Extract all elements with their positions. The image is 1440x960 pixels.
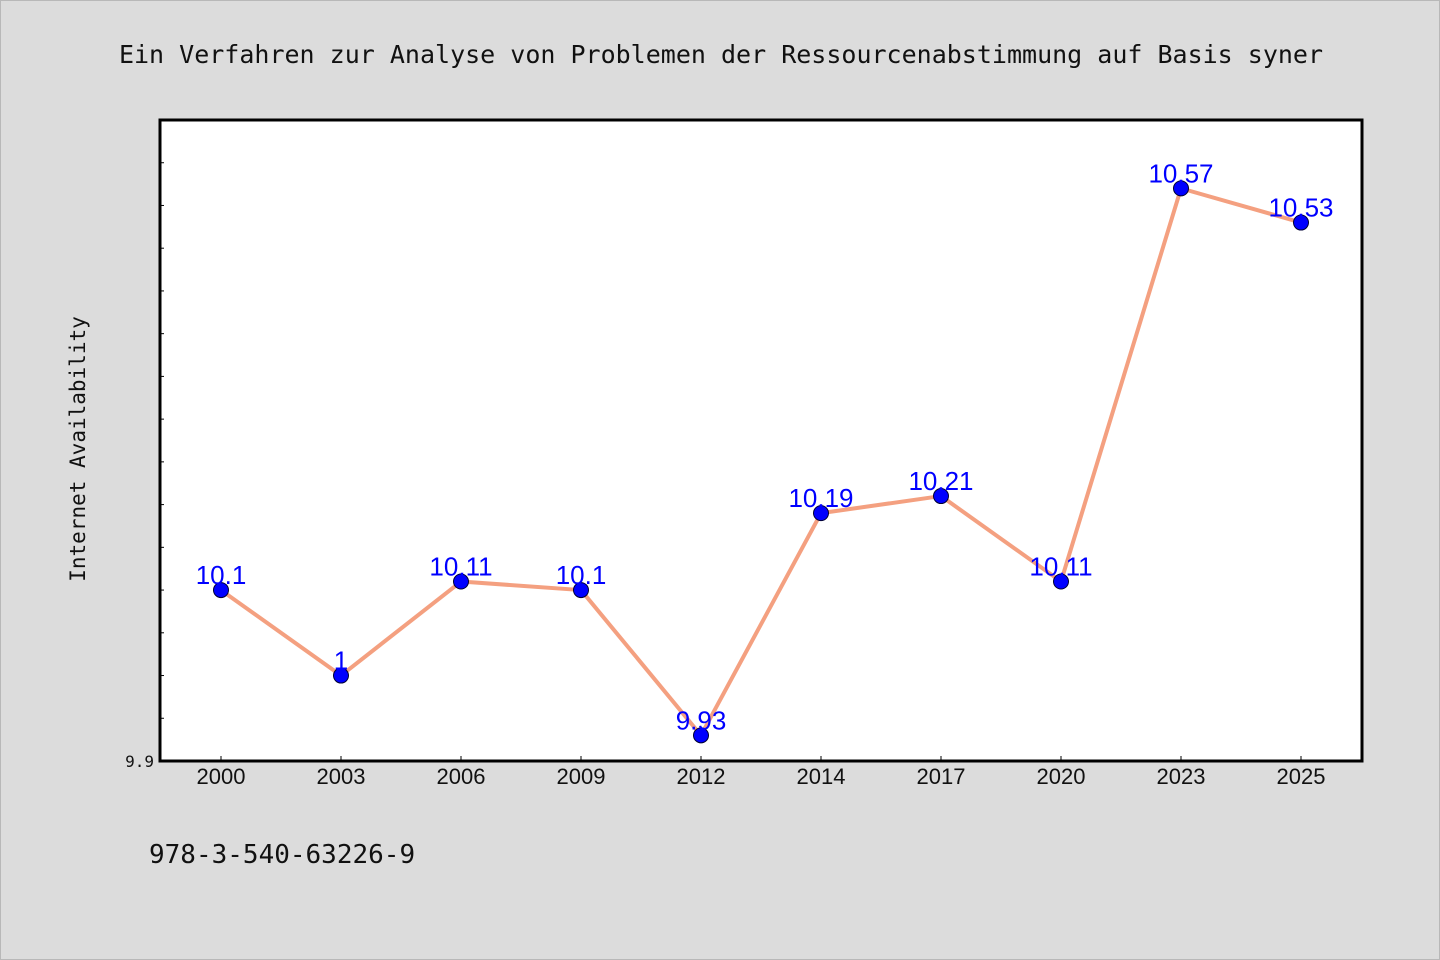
data-point (1173, 180, 1189, 197)
plot-area (158, 118, 1364, 763)
data-label: 10.11 (429, 552, 492, 582)
x-tick-label: 2025 (1277, 764, 1326, 789)
data-label: 10.57 (1148, 158, 1213, 188)
x-tick-label: 2012 (677, 764, 726, 789)
y-axis-ticks: 9.9 (125, 162, 164, 771)
series-line (219, 186, 1303, 738)
y-axis-label: Internet Availability (66, 316, 90, 582)
data-point (693, 727, 709, 744)
x-tick-label: 2000 (197, 764, 246, 789)
x-tick-label: 2003 (317, 764, 366, 789)
data-label: 10.53 (1268, 193, 1333, 223)
data-label: 10.19 (788, 483, 853, 513)
data-point (333, 667, 349, 684)
data-point (213, 582, 229, 599)
x-tick-label: 2014 (797, 764, 846, 789)
x-tick-label: 2023 (1157, 764, 1206, 789)
data-point (813, 505, 829, 522)
data-point (453, 573, 469, 590)
x-axis-ticks: 2000 2003 2006 2009 2012 2014 2017 2020 2023 2025 (197, 756, 1326, 789)
y-tick-label: 9.9 (125, 752, 154, 771)
chart-title: Ein Verfahren zur Analyse von Problemen … (119, 40, 1323, 69)
x-tick-label: 2017 (917, 764, 966, 789)
data-label: 10.1 (556, 560, 607, 590)
data-point (933, 488, 949, 505)
data-label: 10.1 (196, 560, 247, 590)
data-label: 10.21 (908, 466, 973, 496)
x-tick-label: 2006 (437, 764, 486, 789)
data-label: 10.11 (1029, 552, 1092, 582)
data-point (1053, 573, 1069, 590)
isbn-footer: 978-3-540-63226-9 (149, 840, 415, 870)
data-point (1293, 214, 1309, 231)
x-tick-label: 2009 (557, 764, 606, 789)
data-point (573, 582, 589, 599)
data-label: 1 (334, 646, 348, 676)
data-label: 9.93 (676, 705, 727, 735)
x-tick-label: 2020 (1037, 764, 1086, 789)
